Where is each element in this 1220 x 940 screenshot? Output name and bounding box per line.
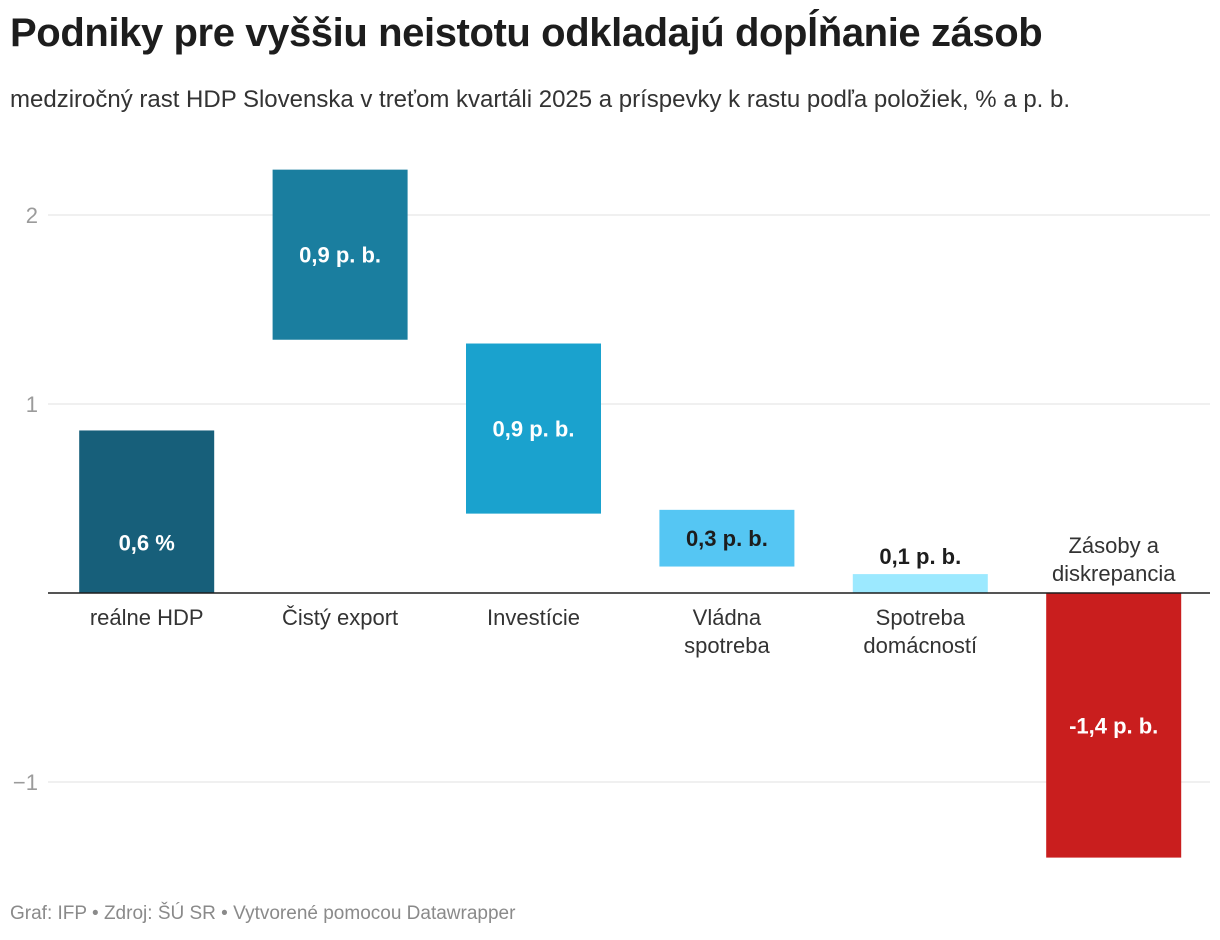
category-label: diskrepancia — [1052, 561, 1176, 586]
category-label: Čistý export — [282, 605, 398, 630]
gridlines: 2 1 −1 — [13, 203, 1210, 795]
category-label: spotreba — [684, 633, 770, 658]
credit: IFP — [57, 903, 87, 924]
y-tick-label: 2 — [26, 203, 38, 228]
credit-label: Graf: — [10, 903, 53, 924]
y-tick-label: −1 — [13, 770, 38, 795]
category-label: Zásoby a — [1068, 533, 1159, 558]
bar — [659, 509, 795, 567]
chart-title: Podniky pre vyššiu neistotu odkladajú do… — [10, 11, 1043, 55]
separator-dot: • — [92, 903, 99, 924]
bar-value-label: 0,3 p. b. — [686, 526, 768, 551]
category-label: Spotreba — [876, 605, 966, 630]
chart-subtitle: medziročný rast HDP Slovenska v treťom k… — [10, 86, 1071, 113]
bar — [79, 430, 215, 593]
source: ŠÚ SR — [157, 903, 216, 924]
bar-value-label: 0,1 p. b. — [879, 544, 961, 569]
separator-dot: • — [221, 903, 228, 924]
category-label: Vládna — [693, 605, 762, 630]
source-label: Zdroj: — [103, 903, 153, 924]
bar-value-label: 0,9 p. b. — [299, 243, 381, 268]
bar-value-label: -1,4 p. b. — [1069, 713, 1158, 738]
bar-value-label: 0,6 % — [119, 531, 175, 556]
bars — [79, 169, 1182, 858]
category-label: reálne HDP — [90, 605, 204, 630]
category-label: Investície — [487, 605, 580, 630]
bar — [1046, 593, 1182, 858]
y-tick-label: 1 — [26, 392, 38, 417]
bar-value-label: 0,9 p. b. — [493, 417, 575, 442]
labels: 0,6 % reálne HDP 0,9 p. b. Čistý export 0,9 … — [90, 243, 1176, 739]
bar — [466, 343, 601, 514]
chart-footer: Graf: IFP • Zdroj: ŠÚ SR • Vytvorené pom… — [10, 903, 515, 925]
bar — [852, 574, 988, 593]
datawrapper-credit: Vytvorené pomocou Datawrapper — [233, 903, 516, 924]
category-label: domácností — [863, 633, 977, 658]
bar — [272, 169, 408, 340]
